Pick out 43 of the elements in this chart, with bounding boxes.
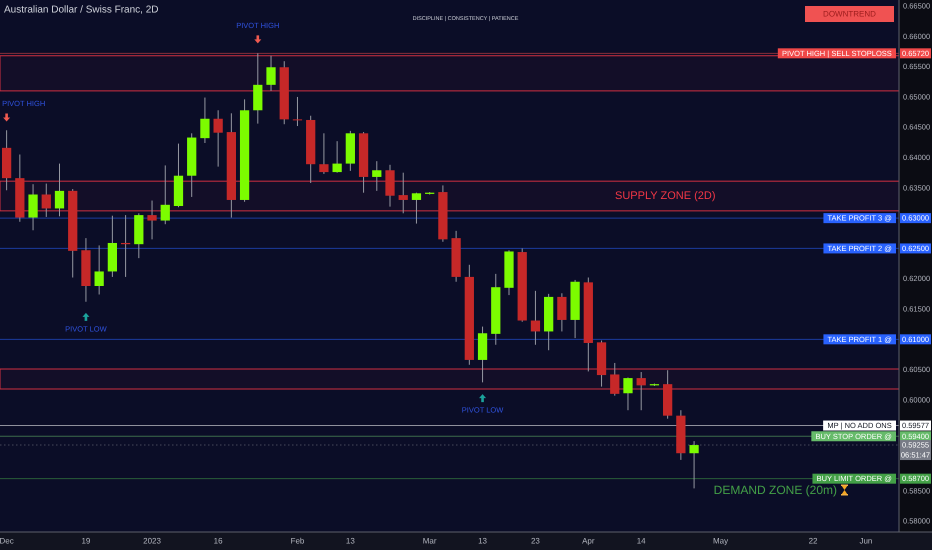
x-tick-label: May [712, 536, 728, 546]
candlestick [398, 172, 408, 214]
point [254, 35, 262, 44]
candlestick [266, 55, 276, 92]
candlestick [42, 183, 51, 218]
x-tick-label: Jun [859, 536, 872, 546]
x-tick-label: 16 [214, 536, 224, 546]
candlestick [54, 163, 64, 217]
candlestick [214, 110, 223, 168]
candlestick [160, 164, 170, 225]
annotation: DEMAND ZONE (20m) [714, 483, 837, 497]
candlestick [28, 184, 38, 231]
candlestick [530, 290, 540, 346]
point [3, 114, 10, 122]
candlestick [412, 192, 422, 224]
point [479, 394, 486, 402]
x-tick-label: Feb [290, 536, 305, 546]
x-tick-label: 2023 [143, 536, 162, 546]
annotation: DOWNTREND [823, 10, 876, 18]
candlestick [636, 372, 646, 411]
candlestick [319, 132, 329, 174]
candlestick [557, 292, 566, 332]
candlestick [332, 140, 342, 174]
x-tick-label: Dec [0, 536, 14, 546]
x-tick-label: 14 [636, 536, 646, 546]
candlestick [292, 96, 302, 127]
candlestick [372, 160, 382, 192]
point [82, 312, 90, 321]
candlestick [689, 440, 699, 489]
candlestick [94, 244, 104, 295]
band-label: SUPPLY ZONE (2D) [615, 190, 716, 202]
x-tick-label: 13 [478, 536, 488, 546]
x-tick-label: 13 [346, 536, 356, 546]
x-tick-label: 23 [530, 536, 540, 546]
candlestick [200, 97, 210, 144]
x-tick-label: Apr [582, 536, 595, 546]
x-tick-label: Mar [422, 536, 437, 546]
chart-title: Australian Dollar / Swiss Franc, 2D [4, 4, 158, 16]
candlestick [623, 376, 633, 411]
x-tick-label: 19 [81, 536, 91, 546]
x-tick-label: 22 [808, 536, 818, 546]
candlestick [147, 200, 157, 240]
candlestick [610, 362, 620, 396]
